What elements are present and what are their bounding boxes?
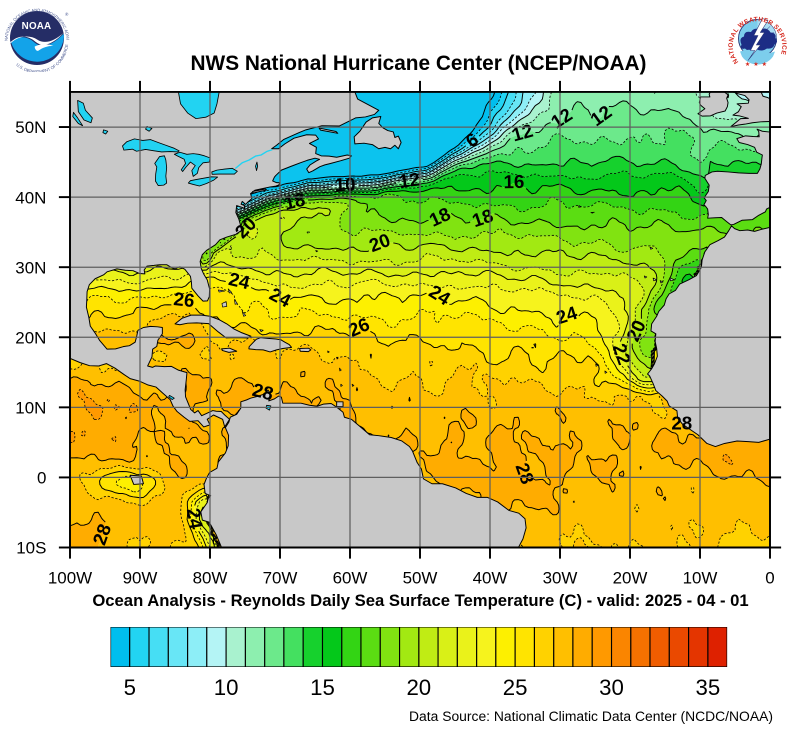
svg-text:35: 35 (696, 675, 721, 700)
svg-text:40N: 40N (15, 188, 46, 207)
svg-text:NWS National Hurricane Center: NWS National Hurricane Center (NCEP/NOAA… (191, 52, 647, 75)
svg-text:60W: 60W (333, 568, 368, 587)
svg-text:30W: 30W (543, 568, 578, 587)
svg-text:NOAA: NOAA (22, 21, 52, 32)
svg-text:10N: 10N (15, 398, 46, 417)
svg-text:10W: 10W (683, 568, 718, 587)
svg-text:12: 12 (398, 168, 421, 192)
svg-text:26: 26 (173, 288, 196, 311)
svg-text:10: 10 (214, 675, 239, 700)
svg-text:70W: 70W (263, 568, 298, 587)
svg-text:50N: 50N (15, 118, 46, 137)
svg-text:90W: 90W (123, 568, 158, 587)
svg-text:20: 20 (406, 675, 431, 700)
svg-text:Ocean Analysis - Reynolds Dail: Ocean Analysis - Reynolds Daily Sea Surf… (92, 591, 748, 610)
svg-text:10: 10 (334, 173, 356, 195)
svg-text:★★★: ★★★ (745, 61, 770, 68)
svg-text:18: 18 (282, 189, 307, 214)
svg-text:16: 16 (503, 171, 524, 192)
svg-text:25: 25 (503, 675, 528, 700)
svg-text:80W: 80W (193, 568, 228, 587)
svg-text:20N: 20N (15, 328, 46, 347)
svg-text:28: 28 (250, 379, 275, 404)
svg-text:®: ® (65, 11, 69, 17)
svg-text:50W: 50W (403, 568, 438, 587)
svg-text:20W: 20W (613, 568, 648, 587)
svg-text:24: 24 (183, 507, 207, 532)
svg-text:5: 5 (124, 675, 136, 700)
svg-text:40W: 40W (473, 568, 508, 587)
svg-text:0: 0 (37, 469, 46, 488)
svg-text:100W: 100W (48, 568, 92, 587)
svg-text:15: 15 (310, 675, 335, 700)
svg-text:10S: 10S (16, 539, 46, 558)
svg-text:30N: 30N (15, 258, 46, 277)
svg-text:28: 28 (671, 413, 692, 434)
svg-text:0: 0 (765, 568, 774, 587)
svg-text:30: 30 (599, 675, 624, 700)
svg-text:Data Source: National Climatic: Data Source: National Climatic Data Cent… (409, 708, 773, 724)
